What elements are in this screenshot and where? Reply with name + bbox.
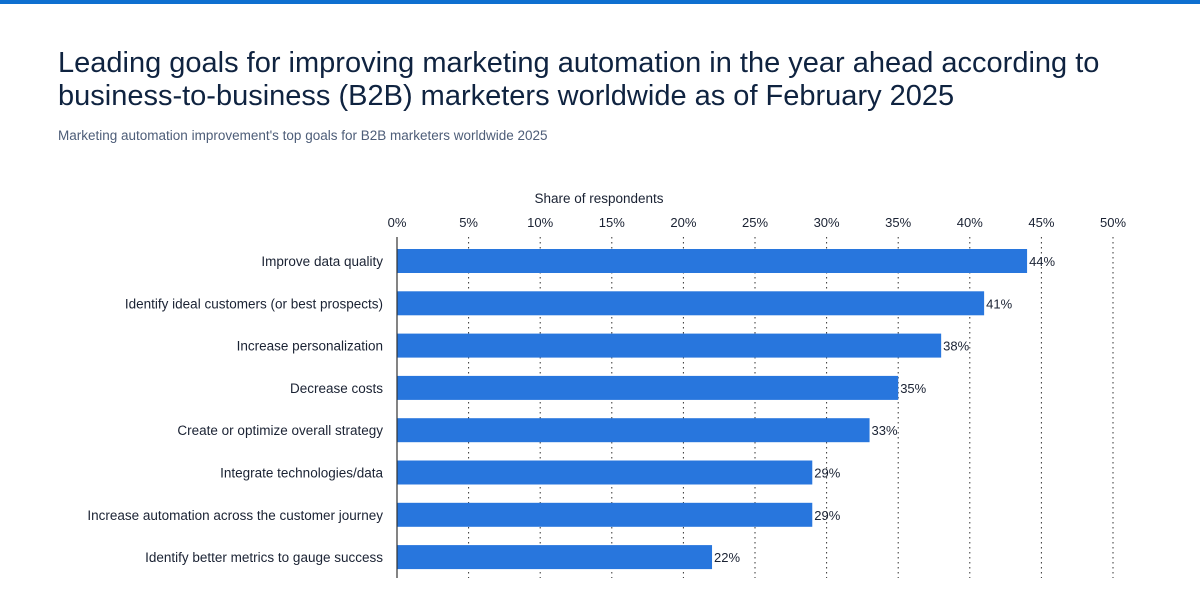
x-tick-label: 0% bbox=[388, 215, 407, 230]
x-tick-label: 45% bbox=[1028, 215, 1054, 230]
chart-subtitle: Marketing automation improvement's top g… bbox=[58, 128, 548, 143]
data-label: 29% bbox=[814, 508, 840, 523]
data-label: 22% bbox=[714, 550, 740, 565]
data-label: 38% bbox=[943, 339, 969, 354]
data-label: 41% bbox=[986, 296, 1012, 311]
bar bbox=[397, 333, 942, 358]
x-tick-label: 25% bbox=[742, 215, 768, 230]
category-label: Increase automation across the customer … bbox=[87, 508, 383, 523]
data-label: 35% bbox=[900, 381, 926, 396]
x-axis-label: Share of respondents bbox=[534, 191, 663, 206]
category-label: Increase personalization bbox=[237, 339, 383, 354]
x-tick-label: 10% bbox=[527, 215, 553, 230]
category-label: Identify ideal customers (or best prospe… bbox=[125, 296, 383, 311]
category-label: Integrate technologies/data bbox=[220, 466, 383, 481]
data-label: 29% bbox=[814, 466, 840, 481]
bar bbox=[397, 545, 713, 570]
chart-header: Leading goals for improving marketing au… bbox=[58, 47, 1178, 144]
x-tick-label: 15% bbox=[599, 215, 625, 230]
x-tick-label: 35% bbox=[885, 215, 911, 230]
bar bbox=[397, 249, 1028, 273]
bar bbox=[397, 460, 813, 485]
top-accent-bar bbox=[0, 0, 1200, 4]
category-label: Decrease costs bbox=[290, 381, 383, 396]
bar bbox=[397, 502, 813, 527]
category-label: Improve data quality bbox=[261, 254, 383, 269]
category-label: Create or optimize overall strategy bbox=[177, 423, 383, 438]
bar bbox=[397, 375, 899, 400]
x-tick-label: 50% bbox=[1100, 215, 1126, 230]
data-label: 33% bbox=[872, 423, 898, 438]
chart-title: Leading goals for improving marketing au… bbox=[58, 47, 1100, 112]
x-tick-label: 20% bbox=[670, 215, 696, 230]
x-tick-label: 30% bbox=[814, 215, 840, 230]
category-label: Identify better metrics to gauge success bbox=[145, 550, 383, 565]
bar bbox=[397, 418, 870, 443]
bar bbox=[397, 291, 985, 316]
x-tick-label: 40% bbox=[957, 215, 983, 230]
x-tick-label: 5% bbox=[459, 215, 478, 230]
data-label: 44% bbox=[1029, 254, 1055, 269]
